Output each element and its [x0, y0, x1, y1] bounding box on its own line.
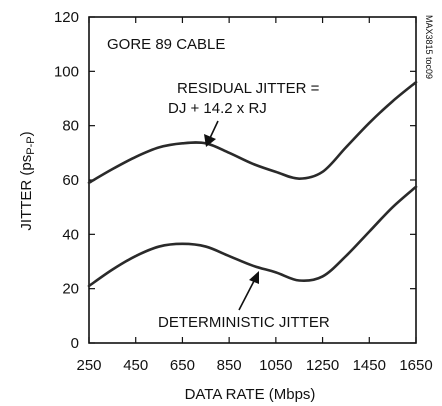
x-tick-label: 1450: [353, 357, 386, 374]
plot-frame: [88, 16, 417, 344]
series-line-residual-jitter: [87, 80, 418, 185]
tick-labels: 250 450 650 850 1050 1250 1450 1650 0 20 40 60 80 100…: [54, 9, 433, 374]
x-axis-title: DATA RATE (Mbps): [185, 386, 316, 403]
y-tick-label: 0: [71, 335, 79, 352]
annotation-residual-line1: RESIDUAL JITTER =: [177, 80, 320, 97]
series-line-deterministic-jitter: [87, 185, 418, 288]
y-axis-title: JITTER (psP-P): [18, 131, 37, 230]
y-axis-title-subscript: P-P: [25, 136, 37, 154]
x-tick-label: 250: [76, 357, 101, 374]
y-tick-label: 80: [62, 118, 79, 135]
x-tick-label: 850: [217, 357, 242, 374]
x-tick-label: 1650: [399, 357, 432, 374]
y-axis-title-close: ): [18, 131, 35, 136]
deterministic-arrow-shaft: [238, 280, 255, 311]
x-tick-label: 650: [170, 357, 195, 374]
annotation-deterministic: DETERMINISTIC JITTER: [158, 314, 330, 331]
y-axis-title-main: JITTER (ps: [18, 155, 35, 231]
annotation-residual-line2: DJ + 14.2 x RJ: [168, 100, 267, 117]
annotation-cable: GORE 89 CABLE: [107, 36, 225, 53]
y-tick-label: 20: [62, 281, 79, 298]
y-tick-label: 40: [62, 226, 79, 243]
y-tick-label: 60: [62, 172, 79, 189]
residual-arrow-shaft: [209, 120, 219, 139]
x-tick-label: 450: [123, 357, 148, 374]
series-lines: [87, 80, 418, 288]
figure-id-watermark: MAX3815 toc09: [424, 15, 434, 79]
axes: [88, 16, 417, 344]
deterministic-arrow-head: [249, 271, 259, 284]
x-tick-label: 1050: [259, 357, 292, 374]
y-tick-label: 100: [54, 63, 79, 80]
x-tick-label: 1250: [306, 357, 339, 374]
y-tick-label: 120: [54, 9, 79, 26]
residual-arrow-head: [204, 134, 216, 147]
